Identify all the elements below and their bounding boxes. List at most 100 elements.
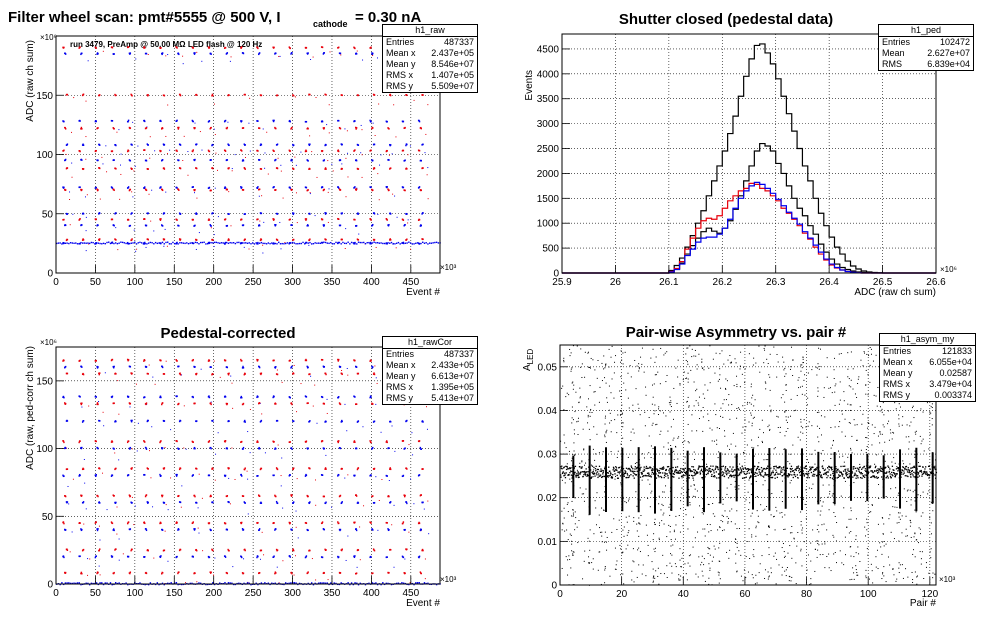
data-point: [711, 429, 713, 431]
data-point: [147, 53, 149, 55]
data-point: [424, 152, 426, 154]
data-point: [854, 424, 856, 426]
baseline-point: [128, 242, 131, 245]
data-point: [685, 353, 687, 355]
data-point: [856, 396, 858, 398]
data-point: [700, 564, 702, 566]
data-point: [418, 186, 421, 188]
data-point: [823, 460, 825, 462]
data-point: [727, 359, 729, 361]
data-point: [920, 563, 922, 565]
data-point: [196, 213, 198, 215]
band-point: [563, 466, 565, 468]
data-point: [819, 514, 821, 516]
data-point: [97, 571, 99, 574]
data-point: [259, 558, 261, 560]
data-point: [850, 510, 852, 512]
raw-annotation: run 3479, PreAmp @ 50.00 MΩ LED flash @ …: [70, 40, 262, 49]
data-point: [192, 556, 194, 558]
data-point: [729, 362, 731, 364]
data-point: [95, 149, 97, 152]
data-point: [700, 410, 702, 412]
data-point: [370, 120, 372, 123]
data-point: [413, 503, 415, 505]
data-point: [338, 474, 340, 476]
data-point: [147, 468, 149, 470]
data-point: [106, 171, 108, 173]
data-point: [69, 191, 71, 193]
data-point: [131, 448, 133, 450]
data-point: [275, 467, 278, 469]
data-point: [665, 415, 667, 417]
data-point: [213, 360, 215, 362]
data-point: [615, 475, 617, 477]
data-point: [862, 413, 864, 415]
data-point: [764, 381, 766, 383]
data-point: [906, 490, 908, 492]
band-point: [561, 468, 563, 470]
baseline-point: [402, 242, 405, 245]
data-point: [147, 238, 149, 241]
baseline-point: [229, 582, 231, 584]
data-point: [84, 196, 86, 198]
panel-ped: Shutter closed (pedestal data) 25.9 26 26.…: [498, 0, 996, 311]
baseline-point: [156, 582, 159, 584]
data-point: [176, 187, 178, 189]
data-point: [709, 524, 711, 526]
baseline-point: [85, 242, 87, 244]
band-point: [569, 472, 571, 474]
data-point: [709, 569, 711, 571]
data-point: [810, 583, 812, 585]
data-point: [593, 469, 595, 471]
baseline-point: [328, 242, 330, 245]
data-point: [354, 186, 356, 188]
y-tick-label: 100: [36, 444, 53, 455]
data-point: [131, 191, 133, 193]
data-point: [409, 248, 411, 250]
data-point: [78, 475, 80, 477]
data-point: [284, 242, 286, 244]
data-point: [372, 127, 374, 129]
data-point: [594, 459, 596, 461]
data-point: [279, 221, 281, 223]
data-point: [159, 396, 161, 399]
data-point: [289, 150, 291, 152]
data-point: [627, 532, 629, 534]
data-point: [802, 527, 804, 529]
data-point: [149, 450, 151, 452]
data-point: [584, 376, 586, 378]
data-point: [226, 495, 229, 497]
data-point: [208, 522, 211, 524]
data-point: [621, 412, 623, 414]
data-point: [293, 168, 295, 170]
cor-chart-svg: Pedestal-corrected 0 50 100 150 200 250 300 350…: [25, 325, 457, 609]
data-point: [755, 362, 757, 364]
baseline-point: [106, 582, 108, 584]
data-point: [388, 189, 390, 192]
data-point: [659, 410, 661, 412]
data-point: [241, 556, 243, 559]
stats-value: 487337: [443, 37, 474, 47]
data-point: [616, 456, 618, 458]
data-point: [234, 154, 236, 156]
data-point: [644, 411, 646, 413]
data-point: [194, 127, 196, 129]
data-point: [258, 366, 261, 369]
data-point: [662, 514, 664, 516]
data-point: [95, 186, 97, 189]
baseline-point: [293, 582, 296, 584]
data-point: [570, 534, 572, 536]
data-point: [212, 94, 214, 97]
data-point: [79, 396, 81, 398]
data-point: [164, 228, 166, 230]
data-point: [601, 531, 603, 533]
data-point: [583, 500, 585, 502]
data-point: [276, 143, 279, 146]
data-point: [111, 358, 114, 361]
data-point: [111, 474, 114, 477]
data-point: [66, 468, 69, 470]
data-point: [902, 460, 904, 462]
data-point: [129, 402, 132, 405]
data-point: [361, 129, 363, 131]
data-point: [161, 447, 163, 449]
